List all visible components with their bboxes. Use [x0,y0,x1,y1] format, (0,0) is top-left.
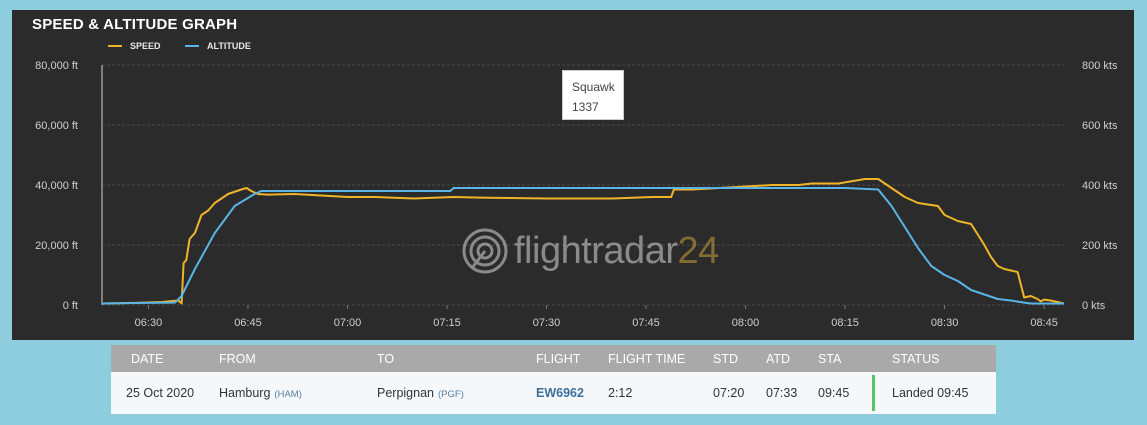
squawk-tooltip: Squawk 1337 [562,70,624,120]
y-right-tick-label: 800 kts [1082,60,1118,72]
cell-flight-link[interactable]: EW6962 [536,386,584,400]
header-date: DATE [131,352,164,366]
x-tick-label: 07:45 [632,317,660,329]
speed-line [101,178,1065,305]
x-tick-label: 06:45 [234,317,262,329]
cell-to-code[interactable]: (PGF) [438,389,464,400]
header-flight: FLIGHT [536,352,581,366]
legend-label: ALTITUDE [207,41,251,51]
cell-status: Landed 09:45 [892,386,969,400]
cell-to-city: Perpignan [377,386,434,400]
x-tick-label: 07:30 [533,317,561,329]
cell-std: 07:20 [713,386,745,400]
y-right-tick-label: 400 kts [1082,180,1118,192]
chart-title: SPEED & ALTITUDE GRAPH [32,16,238,33]
y-right-tick-label: 200 kts [1082,240,1118,252]
tooltip-label: Squawk [572,80,615,94]
x-tick-label: 08:15 [831,317,859,329]
table-row[interactable]: 25 Oct 2020 Hamburg (HAM) Perpignan (PGF) … [111,372,996,414]
status-indicator [872,375,875,411]
cell-sta: 09:45 [818,386,850,400]
cell-flight-time: 2:12 [608,386,633,400]
cell-from-code[interactable]: (HAM) [274,389,302,400]
cell-from: Hamburg (HAM) [219,386,302,400]
header-sta: STA [818,352,842,366]
legend-label: SPEED [130,41,161,51]
watermark-text: flightradar [514,229,678,272]
y-right-tick-label: 0 kts [1082,300,1106,312]
y-right-tick-label: 600 kts [1082,120,1118,132]
y-left-tick-label: 80,000 ft [35,60,78,72]
x-tick-label: 06:30 [135,317,163,329]
cell-atd: 07:33 [766,386,798,400]
y-left-tick-label: 0 ft [63,300,78,312]
header-from: FROM [219,352,256,366]
x-tick-label: 08:00 [732,317,760,329]
header-flight-time: FLIGHT TIME [608,352,686,366]
flightradar24-watermark: flightradar24 [462,228,719,274]
header-std: STD [713,352,738,366]
cell-from-city: Hamburg [219,386,271,400]
table-header: DATE FROM TO FLIGHT FLIGHT TIME STD ATD … [111,345,996,372]
y-left-tick-label: 60,000 ft [35,120,78,132]
x-tick-label: 07:15 [433,317,461,329]
y-left-tick-label: 20,000 ft [35,240,78,252]
x-tick-label: 08:45 [1030,317,1058,329]
speed-altitude-chart: SPEED ALTITUDE 0 ft 0 kts 20,000 ft 200 kts 4… [35,41,1118,329]
x-tick-label: 07:00 [334,317,362,329]
x-tick-label: 08:30 [931,317,959,329]
header-to: TO [377,352,395,366]
header-status: STATUS [892,352,940,366]
cell-to: Perpignan (PGF) [377,386,464,400]
radar-logo-icon [462,228,508,274]
flight-table: DATE FROM TO FLIGHT FLIGHT TIME STD ATD … [111,345,996,414]
altitude-line [101,187,1064,305]
speed-altitude-panel: SPEED & ALTITUDE GRAPH SPEED ALTITUDE 0 f… [12,10,1134,340]
header-atd: ATD [766,352,791,366]
cell-date: 25 Oct 2020 [126,386,195,400]
tooltip-value: 1337 [572,100,599,114]
watermark-number: 24 [677,229,719,272]
y-left-tick-label: 40,000 ft [35,180,78,192]
